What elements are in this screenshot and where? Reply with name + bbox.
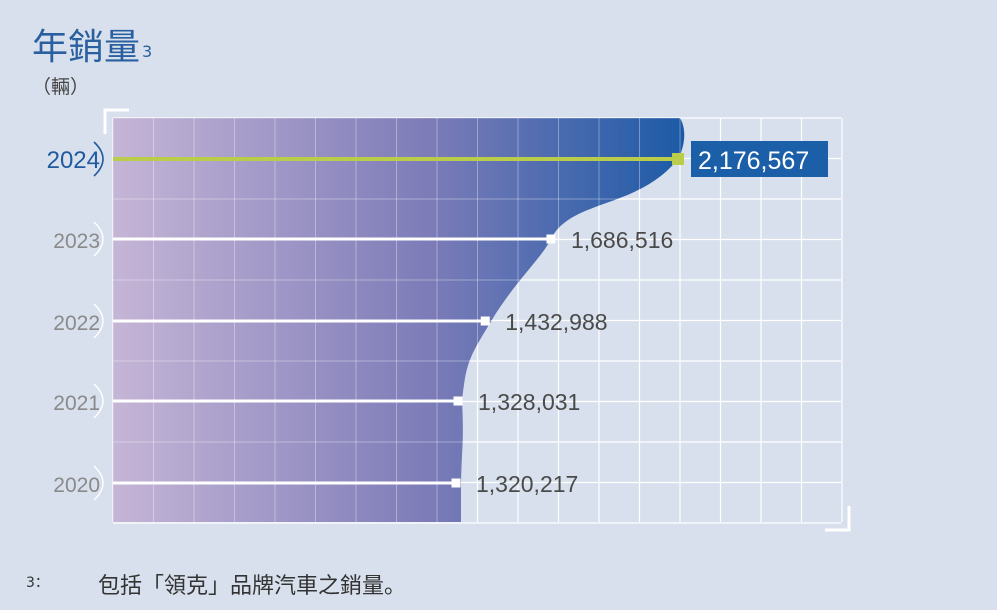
- year-label-2023: 2023: [53, 230, 100, 253]
- year-arc-2023: [93, 221, 104, 257]
- year-arc-2021: [93, 383, 104, 419]
- bar-end-marker-2022: [480, 316, 490, 326]
- year-label-2021: 2021: [53, 392, 100, 415]
- chart-title: 年銷量 3: [32, 27, 153, 68]
- value-label-2020: 1,320,217: [476, 471, 578, 497]
- bar-row-2021: 2021 1,328,031: [53, 383, 580, 419]
- bar-end-marker-2023: [546, 234, 556, 244]
- unit-label: （輛）: [32, 76, 90, 98]
- bar-row-2020: 2020 1,320,217: [53, 465, 578, 501]
- footnote: 3： 包括「領克」品牌汽車之銷量。: [26, 568, 406, 600]
- footnote-marker: 3: [142, 42, 153, 61]
- year-arc-2022: [93, 303, 104, 339]
- bar-row-2023: 2023 1,686,516: [53, 221, 673, 257]
- value-label-2023: 1,686,516: [571, 227, 673, 253]
- title-block: 年銷量 3 （輛）: [32, 26, 152, 99]
- year-label-2020: 2020: [53, 474, 100, 497]
- bar-end-marker-2021: [453, 396, 463, 406]
- corner-bracket-top-left: [103, 108, 129, 134]
- corner-bracket-bottom-right: [825, 506, 851, 532]
- bar-end-marker-2020: [451, 478, 461, 488]
- value-label-2024: 2,176,567: [698, 147, 809, 175]
- bar-row-2024: 2024 2,176,567: [47, 141, 828, 177]
- footnote-text: 包括「領克」品牌汽車之銷量。: [98, 574, 407, 599]
- bar-row-2022: 2022 1,432,988: [53, 303, 608, 339]
- footnote-mark: 3：: [26, 575, 49, 591]
- value-label-box-2024: [691, 141, 828, 177]
- bar-end-marker-2024: [672, 153, 684, 165]
- corner-brackets: [103, 108, 851, 532]
- year-label-2022: 2022: [53, 312, 100, 335]
- year-label-2024: 2024: [47, 147, 100, 174]
- year-arc-2020: [93, 465, 104, 501]
- value-label-2022: 1,432,988: [505, 309, 607, 335]
- value-label-2021: 1,328,031: [478, 389, 580, 415]
- year-arc-2024: [93, 141, 104, 177]
